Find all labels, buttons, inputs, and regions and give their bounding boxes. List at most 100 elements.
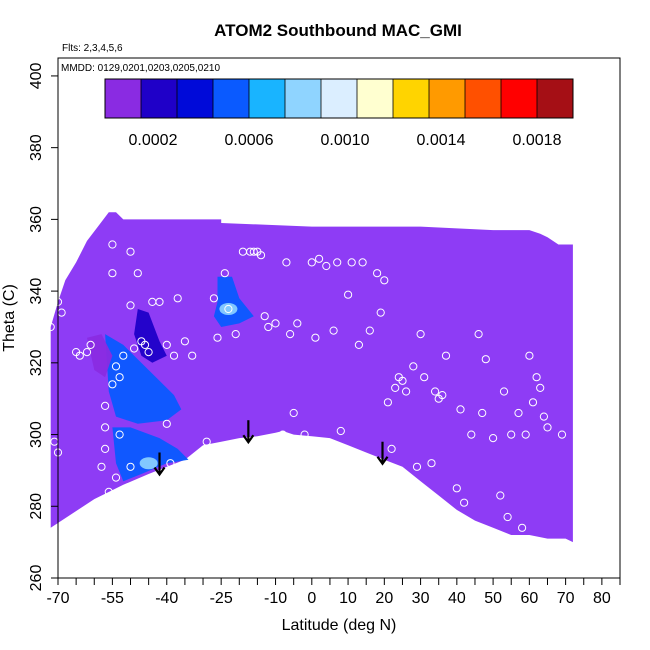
flights-annotation: Flts: 2,3,4,5,6 [62,43,123,54]
data-point [126,462,135,471]
data-point [75,351,84,360]
data-point [322,261,331,271]
data-point [264,322,273,332]
data-point [111,362,121,371]
colorbar: 0.0002 0.0006 0.0010 0.0014 0.0018 [104,78,574,149]
colorbar-band [141,79,178,118]
data-point [130,344,139,353]
data-point [539,412,549,421]
y-tick-label: 300 [28,421,45,448]
data-point [126,247,135,256]
y-tick-label: 340 [28,278,45,305]
data-point [307,258,316,267]
data-point [354,340,363,349]
plot-frame [57,57,621,579]
data-point [543,423,552,432]
data-point [557,430,567,439]
data-point [373,269,382,278]
data-point [101,423,110,432]
observation-points [46,229,567,532]
colorbar-frame [104,78,574,119]
arrow-marker [242,420,255,445]
y-tick-label: 400 [28,62,45,89]
colorbar-tick-label: 0.0006 [225,132,274,149]
data-point [344,290,353,299]
arrow-head [153,466,166,477]
colorbar-band [465,79,502,118]
enhanced-cell-3 [213,276,254,327]
x-tick-label: -55 [101,590,124,607]
data-point [398,376,407,385]
colorbar-band [249,79,286,118]
data-point [119,351,128,360]
colorbar-tick-label: 0.0014 [417,132,466,149]
data-point [528,398,538,407]
data-point [104,487,113,496]
enhanced-cells [87,276,254,482]
data-point [108,240,117,249]
x-tick-label: 50 [484,590,502,607]
colorbar-band [429,79,466,118]
data-point [289,408,298,418]
data-point [358,258,367,267]
colorbar-band [285,79,322,118]
data-point [336,426,345,436]
data-point [333,258,342,267]
data-point [271,319,280,328]
colorbar-tick-label: 0.0018 [513,132,562,149]
data-point [412,462,422,471]
data-point [478,408,487,418]
x-tick-label: -70 [46,590,69,607]
data-point [376,308,385,317]
arrow-head [376,456,389,466]
y-tick-label: 380 [28,134,45,161]
x-tick-label: 70 [557,590,575,607]
data-point [101,444,110,453]
x-axis: -70 -55 -40 -25 -10 0 10 20 30 40 50 60 70 80 [46,578,621,607]
data-point [521,430,530,439]
data-point [282,258,291,267]
data-point [427,459,436,468]
data-point [188,351,197,360]
enhanced-cell-2 [112,427,189,482]
colorbar-tick-label: 0.0002 [129,132,178,149]
data-point [311,333,320,342]
data-point [347,258,356,267]
data-point [481,355,490,364]
data-point [278,430,287,439]
data-point [441,351,451,360]
x-tick-label: 80 [593,590,611,607]
colorbar-band [213,79,250,118]
data-point [438,391,447,400]
data-point [101,401,110,410]
colorbar-band [501,79,538,118]
data-point [383,398,392,407]
data-point [220,269,229,278]
x-tick-label: -10 [264,590,287,607]
data-point [97,462,106,471]
dates-annotation: MMDD: 0129,0201,0203,0205,0210 [61,63,220,74]
data-point [133,269,142,278]
data-point [144,348,153,357]
colorbar-band [321,79,358,118]
data-point [166,459,175,468]
y-tick-label: 360 [28,206,45,233]
data-point [456,405,465,414]
data-point [420,373,429,382]
data-point [180,337,189,346]
data-point [532,373,541,382]
data-point [108,380,117,389]
data-point [224,304,233,314]
data-point [402,387,411,396]
data-point [173,294,182,303]
chart-title: ATOM2 Southbound MAC_GMI [214,21,462,40]
data-point [431,387,440,396]
colorbar-tick-label: 0.0010 [321,132,370,149]
enhanced-cell-1 [105,334,182,424]
data-point [108,269,117,278]
data-point [202,437,211,446]
data-point [101,495,110,504]
data-point [213,333,222,342]
data-point [256,251,266,260]
